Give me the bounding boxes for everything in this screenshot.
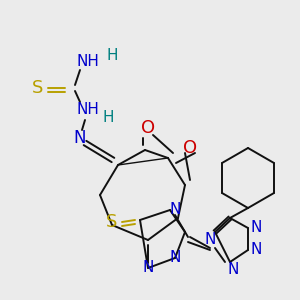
Text: N: N [142, 260, 154, 275]
Text: O: O [141, 119, 155, 137]
Text: S: S [106, 213, 118, 231]
Text: NH: NH [76, 103, 99, 118]
Text: NH: NH [76, 55, 99, 70]
Text: N: N [169, 250, 181, 266]
Text: O: O [183, 139, 197, 157]
Text: N: N [250, 220, 262, 236]
Text: N: N [74, 129, 86, 147]
Text: N: N [227, 262, 239, 278]
Text: S: S [32, 79, 44, 97]
Text: H: H [102, 110, 114, 125]
Text: N: N [250, 242, 262, 257]
Text: H: H [106, 47, 118, 62]
Text: N: N [169, 202, 181, 217]
Text: N: N [204, 232, 216, 247]
